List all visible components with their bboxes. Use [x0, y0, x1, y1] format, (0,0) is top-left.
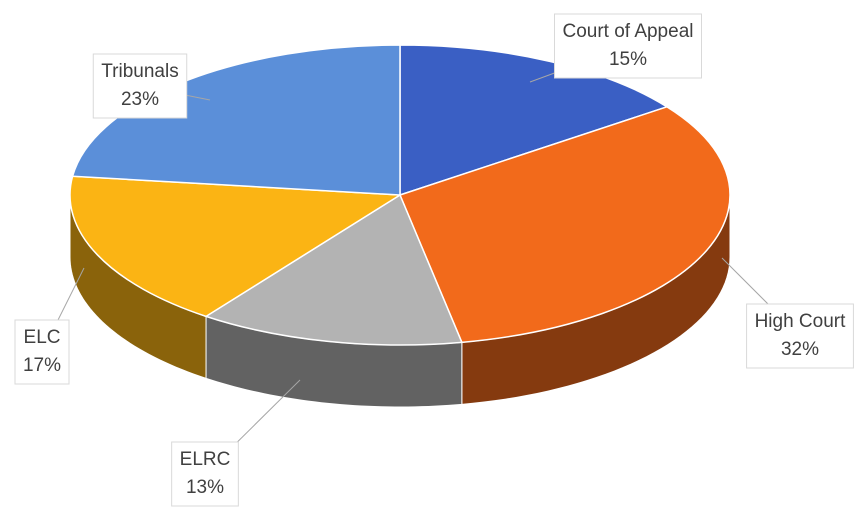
label-box — [746, 303, 854, 369]
data-label: ELC 17% — [14, 267, 85, 385]
label-value: 23% — [121, 89, 159, 110]
data-label: High Court 32% — [721, 257, 854, 369]
label-name: Court of Appeal — [563, 21, 694, 42]
data-label: ELRC 13% — [171, 379, 301, 507]
label-value: 13% — [186, 477, 224, 498]
label-name: Tribunals — [101, 61, 178, 82]
label-box — [14, 319, 70, 385]
data-label: Court of Appeal 15% — [529, 13, 702, 83]
label-name: ELC — [24, 327, 61, 348]
slice — [69, 175, 403, 318]
slice — [399, 44, 669, 197]
label-value: 15% — [609, 49, 647, 70]
label-value: 32% — [781, 339, 819, 360]
label-box — [171, 441, 239, 507]
slice — [204, 193, 463, 346]
label-box — [92, 53, 188, 119]
data-label: Tribunals 23% — [92, 53, 211, 119]
label-name: ELRC — [180, 449, 231, 470]
label-box — [554, 13, 702, 79]
label-value: 17% — [23, 355, 61, 376]
slice — [398, 106, 731, 344]
label-name: High Court — [755, 311, 847, 332]
